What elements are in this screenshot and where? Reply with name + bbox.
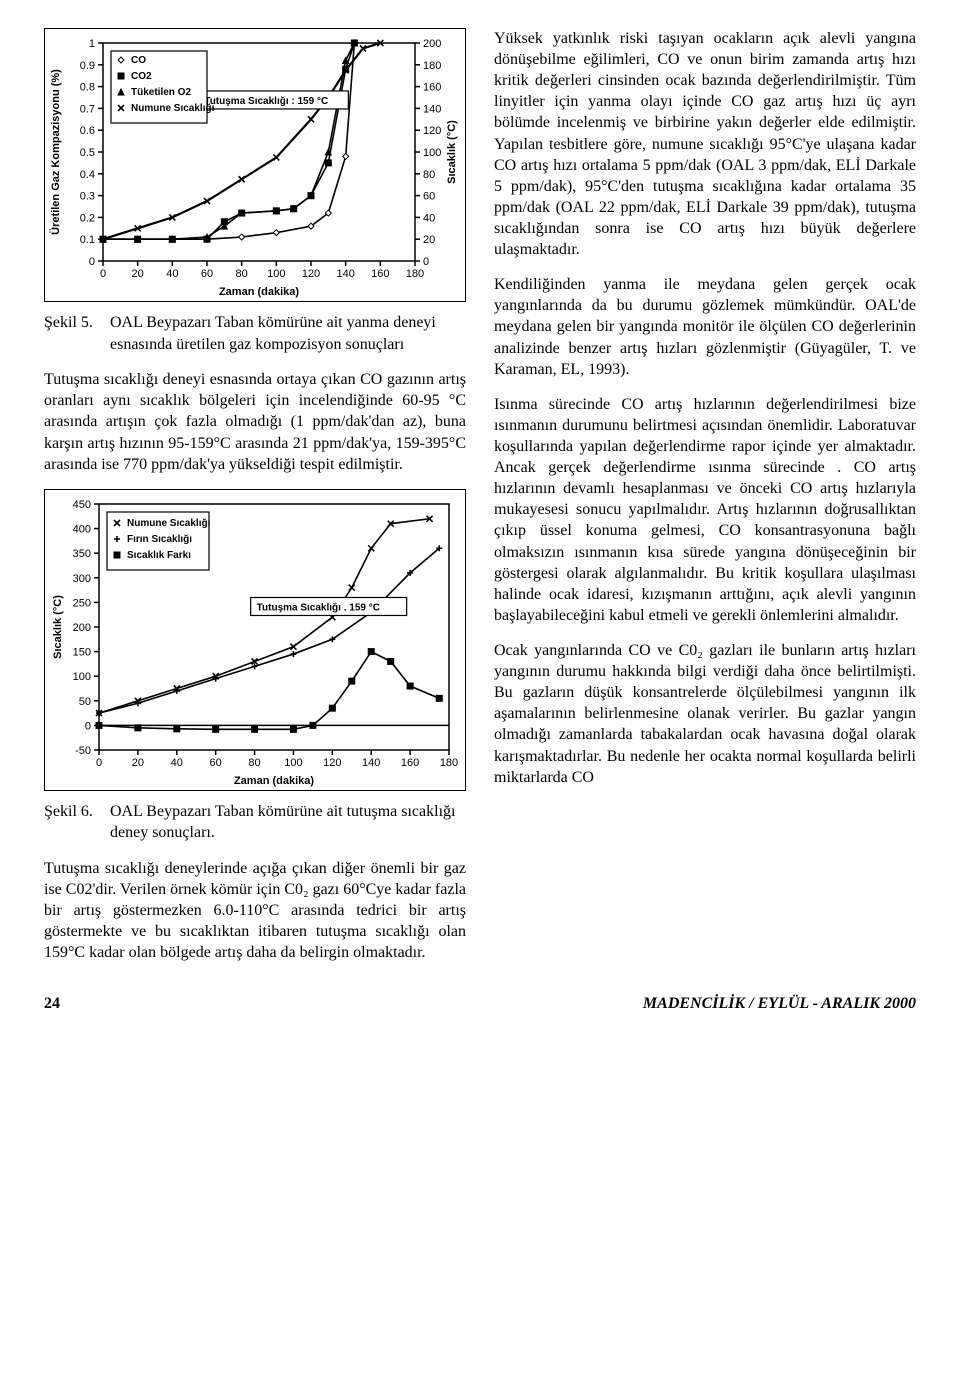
svg-text:80: 80	[423, 169, 435, 181]
svg-text:150: 150	[73, 646, 91, 658]
svg-text:160: 160	[371, 268, 389, 280]
figure-6-caption-text: OAL Beypazarı Taban kömürüne ait tutuşma…	[110, 801, 466, 844]
svg-text:60: 60	[210, 757, 222, 769]
svg-text:120: 120	[323, 757, 341, 769]
svg-text:Tutuşma Sıcaklığı . 159 °C: Tutuşma Sıcaklığı . 159 °C	[257, 602, 380, 613]
svg-text:0: 0	[100, 268, 106, 280]
page: 02040608010012014016018000.10.20.30.40.5…	[44, 28, 916, 977]
paragraph-4: Kendiliğinden yanma ile meydana gelen ge…	[494, 274, 916, 380]
figure-5-caption-text: OAL Beypazarı Taban kömürüne ait yanma d…	[110, 312, 466, 355]
paragraph-6: Ocak yangınlarında CO ve C0₂ gazları ile…	[494, 640, 916, 788]
paragraph-2: Tutuşma sıcaklığı deneylerinde açığa çık…	[44, 858, 466, 964]
svg-text:300: 300	[73, 573, 91, 585]
svg-text:140: 140	[423, 103, 441, 115]
svg-text:0.7: 0.7	[80, 103, 95, 115]
svg-text:100: 100	[267, 268, 285, 280]
svg-text:-50: -50	[75, 745, 91, 757]
figure-6-caption-label: Şekil 6.	[44, 801, 106, 823]
svg-text:120: 120	[423, 125, 441, 137]
svg-text:200: 200	[423, 38, 441, 50]
figure-5-caption-label: Şekil 5.	[44, 312, 106, 334]
page-number: 24	[44, 995, 60, 1013]
svg-text:100: 100	[284, 757, 302, 769]
svg-text:0: 0	[89, 256, 95, 268]
svg-text:Zaman (dakika): Zaman (dakika)	[234, 775, 314, 787]
svg-text:Zaman (dakika): Zaman (dakika)	[219, 286, 299, 298]
figure-6-caption: Şekil 6. OAL Beypazarı Taban kömürüne ai…	[44, 801, 466, 844]
svg-text:0.2: 0.2	[80, 212, 95, 224]
svg-text:Tüketilen O2: Tüketilen O2	[131, 87, 191, 98]
svg-text:0: 0	[85, 720, 91, 732]
svg-text:50: 50	[79, 696, 91, 708]
svg-text:Numune Sıcaklığı: Numune Sıcaklığı	[131, 103, 215, 114]
svg-text:40: 40	[166, 268, 178, 280]
left-column: 02040608010012014016018000.10.20.30.40.5…	[44, 28, 466, 977]
svg-text:450: 450	[73, 499, 91, 511]
svg-text:0.9: 0.9	[80, 60, 95, 72]
svg-text:Sıcaklık (°C): Sıcaklık (°C)	[446, 120, 458, 184]
svg-text:Sıcaklık Farkı: Sıcaklık Farkı	[127, 550, 191, 561]
figure-6: 0 20 40 60 80 100 120 140 160 180 -50 0 50 100 150 200 2…	[44, 489, 466, 791]
svg-text:0.8: 0.8	[80, 82, 95, 94]
svg-text:80: 80	[248, 757, 260, 769]
svg-text:180: 180	[406, 268, 424, 280]
right-column: Yüksek yatkınlık riski taşıyan ocakların…	[494, 28, 916, 977]
figure-5-caption: Şekil 5. OAL Beypazarı Taban kömürüne ai…	[44, 312, 466, 355]
svg-text:20: 20	[132, 757, 144, 769]
svg-text:160: 160	[423, 82, 441, 94]
svg-text:0.1: 0.1	[80, 234, 95, 246]
svg-text:CO: CO	[131, 55, 146, 66]
svg-text:60: 60	[201, 268, 213, 280]
svg-text:180: 180	[440, 757, 458, 769]
svg-text:350: 350	[73, 548, 91, 560]
svg-text:1: 1	[89, 38, 95, 50]
svg-text:250: 250	[73, 597, 91, 609]
svg-text:200: 200	[73, 622, 91, 634]
paragraph-1: Tutuşma sıcaklığı deneyi esnasında ortay…	[44, 369, 466, 475]
svg-text:100: 100	[73, 671, 91, 683]
svg-text:0: 0	[96, 757, 102, 769]
svg-text:0: 0	[423, 256, 429, 268]
svg-text:Numune Sıcaklığı: Numune Sıcaklığı	[127, 518, 211, 529]
paragraph-5: Isınma sürecinde CO artış hızlarının değ…	[494, 394, 916, 626]
svg-text:Tutuşma Sıcaklığı : 159 °C: Tutuşma Sıcaklığı : 159 °C	[204, 96, 328, 107]
svg-text:80: 80	[236, 268, 248, 280]
svg-text:40: 40	[171, 757, 183, 769]
svg-text:60: 60	[423, 191, 435, 203]
svg-text:140: 140	[362, 757, 380, 769]
svg-text:120: 120	[302, 268, 320, 280]
svg-text:Sıcaklık (°C): Sıcaklık (°C)	[52, 595, 64, 659]
svg-text:0.3: 0.3	[80, 191, 95, 203]
svg-text:0.6: 0.6	[80, 125, 95, 137]
svg-text:Fırın Sıcaklığı: Fırın Sıcaklığı	[127, 534, 192, 545]
svg-text:100: 100	[423, 147, 441, 159]
svg-text:140: 140	[336, 268, 354, 280]
svg-text:0.4: 0.4	[80, 169, 95, 181]
page-footer: 24 MADENCİLİK / EYLÜL - ARALIK 2000	[44, 995, 916, 1013]
svg-text:40: 40	[423, 212, 435, 224]
svg-text:20: 20	[132, 268, 144, 280]
svg-text:20: 20	[423, 234, 435, 246]
paragraph-3: Yüksek yatkınlık riski taşıyan ocakların…	[494, 28, 916, 260]
svg-text:160: 160	[401, 757, 419, 769]
svg-text:400: 400	[73, 523, 91, 535]
svg-text:180: 180	[423, 60, 441, 72]
svg-text:Üretilen Gaz Kompazisyonu (%): Üretilen Gaz Kompazisyonu (%)	[49, 69, 62, 235]
svg-text:0.5: 0.5	[80, 147, 95, 159]
figure-5: 02040608010012014016018000.10.20.30.40.5…	[44, 28, 466, 302]
journal-name: MADENCİLİK / EYLÜL - ARALIK 2000	[643, 995, 916, 1013]
svg-text:CO2: CO2	[131, 71, 152, 82]
